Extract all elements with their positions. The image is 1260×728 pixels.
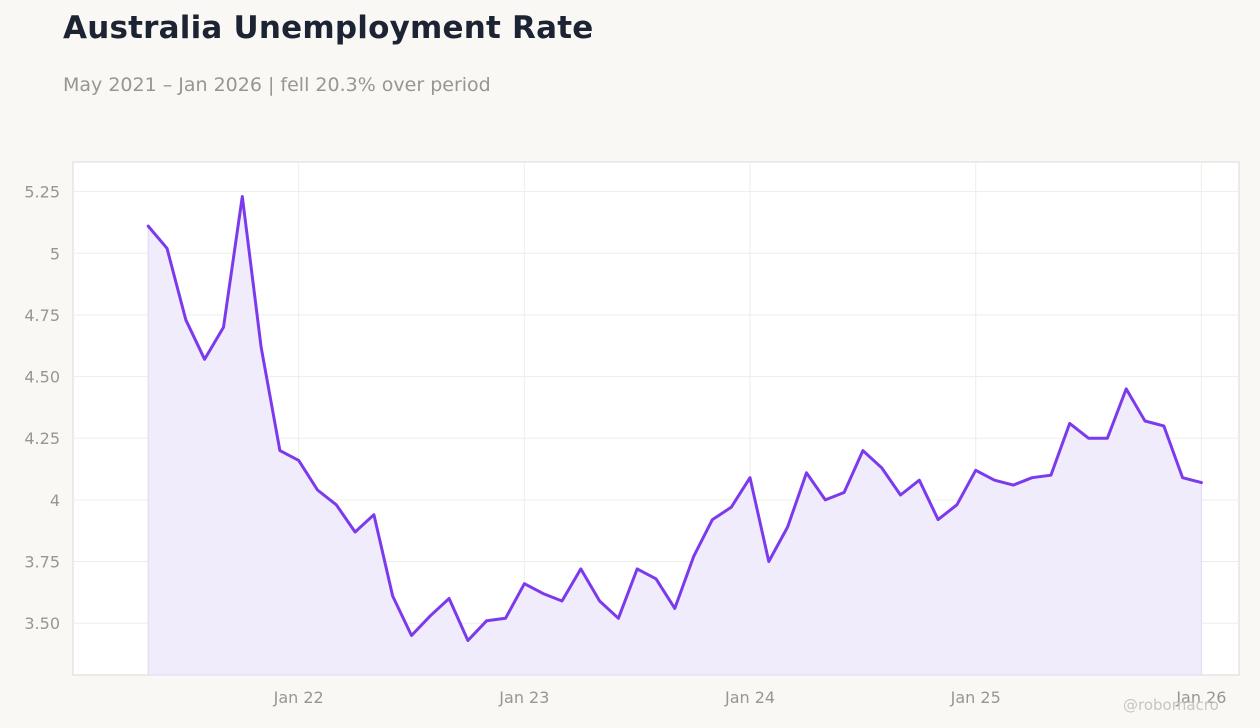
data-point	[1125, 387, 1128, 390]
data-point	[1200, 481, 1203, 484]
data-point	[561, 600, 564, 603]
data-point	[899, 494, 902, 497]
data-point	[598, 600, 601, 603]
data-point	[297, 459, 300, 462]
x-tick-label: Jan 24	[724, 688, 775, 707]
data-point	[184, 318, 187, 321]
y-tick-label: 5.25	[24, 183, 60, 202]
y-tick-label: 5	[50, 244, 60, 263]
data-point	[260, 346, 263, 349]
data-point	[955, 503, 958, 506]
y-tick-label: 4	[50, 491, 60, 510]
data-point	[410, 634, 413, 637]
data-point	[711, 518, 714, 521]
data-point	[1181, 476, 1184, 479]
data-point	[918, 479, 921, 482]
watermark: @robomacro	[1123, 696, 1219, 714]
data-point	[730, 506, 733, 509]
y-axis: 3.50 3.75 4 4.25 4.50 4.75 5 5.25	[24, 183, 60, 634]
data-point	[1031, 476, 1034, 479]
data-point	[861, 449, 864, 452]
series-line	[146, 195, 1203, 642]
data-point	[692, 555, 695, 558]
data-point	[579, 567, 582, 570]
data-point	[391, 595, 394, 598]
data-point	[1068, 422, 1071, 425]
data-point	[1049, 474, 1052, 477]
data-point	[1144, 420, 1147, 423]
data-point	[767, 560, 770, 563]
data-point	[241, 195, 244, 198]
chart-title: Australia Unemployment Rate	[63, 10, 594, 46]
data-point	[617, 617, 620, 620]
data-point	[335, 503, 338, 506]
y-tick-label: 4.25	[24, 429, 60, 448]
data-point	[222, 326, 225, 329]
data-point	[1087, 437, 1090, 440]
data-point	[824, 498, 827, 501]
data-point	[673, 607, 676, 610]
y-tick-label: 3.50	[24, 614, 60, 633]
data-point	[278, 449, 281, 452]
data-point	[147, 225, 150, 228]
data-point	[749, 476, 752, 479]
y-tick-label: 4.75	[24, 306, 60, 325]
y-tick-label: 4.50	[24, 368, 60, 387]
data-point	[429, 614, 432, 617]
x-tick-label: Jan 23	[498, 688, 549, 707]
x-tick-label: Jan 26	[1175, 688, 1226, 707]
data-point	[655, 577, 658, 580]
data-point	[316, 489, 319, 492]
data-point	[805, 471, 808, 474]
data-point	[1012, 484, 1015, 487]
data-point	[937, 518, 940, 521]
data-point	[466, 639, 469, 642]
data-point	[203, 358, 206, 361]
data-point	[993, 479, 996, 482]
data-point	[354, 531, 357, 534]
data-point	[448, 597, 451, 600]
data-point	[542, 592, 545, 595]
chart-subtitle: May 2021 – Jan 2026 | fell 20.3% over pe…	[63, 74, 491, 96]
data-point	[974, 469, 977, 472]
data-point	[880, 466, 883, 469]
data-point	[636, 567, 639, 570]
data-point	[1106, 437, 1109, 440]
data-point	[504, 617, 507, 620]
x-axis: Jan 22 Jan 23 Jan 24 Jan 25 Jan 26	[273, 688, 1227, 707]
x-tick-label: Jan 25	[950, 688, 1001, 707]
data-point	[166, 247, 169, 250]
data-point	[843, 491, 846, 494]
y-tick-label: 3.75	[24, 553, 60, 572]
data-point	[372, 513, 375, 516]
data-point	[786, 526, 789, 529]
data-point	[485, 619, 488, 622]
data-point	[523, 582, 526, 585]
data-point	[1162, 424, 1165, 427]
x-tick-label: Jan 22	[273, 688, 324, 707]
